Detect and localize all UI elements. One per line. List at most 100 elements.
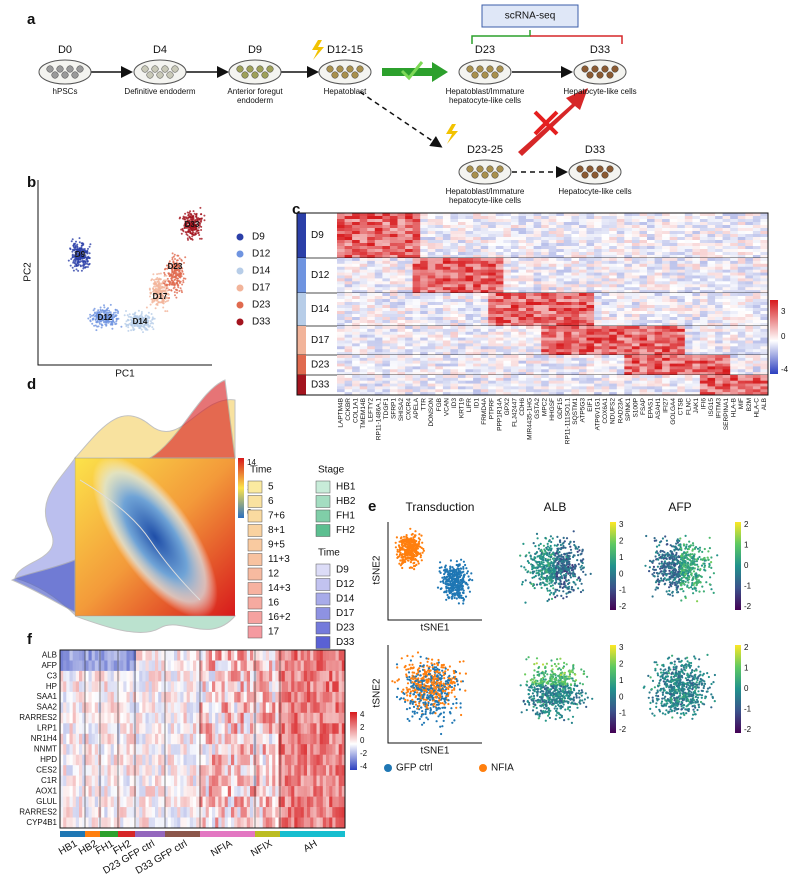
pc-point bbox=[151, 316, 154, 319]
heatmap-cell bbox=[427, 263, 436, 267]
heatmap-cell bbox=[412, 340, 421, 344]
cell bbox=[261, 71, 269, 79]
heatmap-cell bbox=[662, 246, 670, 250]
heatmap-cell bbox=[526, 375, 534, 379]
pc-point bbox=[172, 281, 175, 284]
heatmap-cell bbox=[359, 343, 368, 347]
heatmap-cell bbox=[586, 305, 595, 309]
heatmap-cell bbox=[412, 377, 421, 382]
heatmap-cell bbox=[730, 252, 739, 256]
heatmap-cell bbox=[352, 337, 360, 341]
heatmap-cell bbox=[730, 317, 739, 321]
heatmap-cell bbox=[563, 317, 572, 321]
heatmap-cell bbox=[465, 278, 474, 282]
pc-point bbox=[95, 315, 98, 317]
row-label: D9 bbox=[311, 230, 324, 241]
heatmap-cell bbox=[699, 296, 708, 300]
heatmap-cell bbox=[442, 386, 451, 390]
heatmap-cell bbox=[624, 225, 633, 229]
heatmap-cell bbox=[662, 346, 670, 350]
heatmap-cell bbox=[616, 334, 625, 338]
heatmap-cell bbox=[435, 258, 444, 262]
heatmap-cell bbox=[465, 377, 474, 382]
heatmap-cell bbox=[488, 334, 497, 338]
heatmap-cell bbox=[624, 231, 633, 235]
heatmap-cell bbox=[359, 340, 368, 344]
heatmap-cell bbox=[518, 216, 527, 220]
heatmap-cell bbox=[465, 380, 474, 384]
heatmap-cell bbox=[526, 278, 534, 282]
heatmap-cell bbox=[616, 326, 625, 330]
heatmap-cell bbox=[647, 326, 655, 330]
heatmap-cell bbox=[692, 340, 701, 344]
pc-point bbox=[109, 313, 112, 316]
heatmap-cell bbox=[526, 355, 534, 359]
heatmap-cell bbox=[442, 228, 451, 232]
heatmap-cell bbox=[427, 243, 436, 247]
heatmap-cell bbox=[563, 234, 572, 238]
heatmap-cell bbox=[526, 320, 534, 324]
heatmap-cell bbox=[586, 278, 595, 282]
heatmap-cell bbox=[412, 299, 421, 303]
heatmap-cell bbox=[624, 228, 633, 232]
heatmap-cell bbox=[541, 287, 550, 291]
heatmap-cell bbox=[465, 383, 474, 387]
heatmap-cell bbox=[495, 216, 504, 220]
heatmap-cell bbox=[367, 216, 376, 220]
heatmap-cell bbox=[442, 234, 451, 238]
heatmap-cell bbox=[495, 311, 504, 315]
heatmap-cell bbox=[420, 219, 429, 223]
heatmap-cell bbox=[707, 320, 716, 324]
heatmap-cell bbox=[359, 360, 368, 364]
heatmap-cell bbox=[533, 349, 542, 353]
heatmap-cell bbox=[699, 225, 708, 229]
heatmap-cell bbox=[503, 366, 512, 370]
heatmap-cell bbox=[548, 355, 557, 359]
heatmap-cell bbox=[488, 311, 497, 315]
heatmap-cell bbox=[374, 234, 383, 238]
heatmap-cell bbox=[503, 296, 512, 300]
heatmap-cell bbox=[571, 340, 580, 344]
heatmap-cell bbox=[563, 219, 572, 223]
heatmap-cell bbox=[473, 272, 481, 276]
heatmap-cell bbox=[352, 281, 360, 285]
heatmap-cell bbox=[442, 357, 451, 362]
heatmap-cell bbox=[699, 380, 708, 384]
heatmap-cell bbox=[518, 225, 527, 229]
heatmap-cell bbox=[458, 311, 466, 315]
heatmap-cell bbox=[450, 281, 459, 285]
heatmap-cell bbox=[503, 231, 512, 235]
heatmap-cell bbox=[745, 355, 754, 359]
pc-point bbox=[154, 281, 157, 284]
heatmap-cell bbox=[344, 357, 353, 362]
heatmap-cell bbox=[616, 389, 625, 393]
cell bbox=[256, 65, 264, 73]
pc-point bbox=[98, 321, 101, 324]
heatmap-cell bbox=[760, 375, 769, 379]
pc-point bbox=[79, 251, 82, 253]
heatmap-cell bbox=[662, 355, 670, 359]
heatmap-cell bbox=[367, 278, 376, 282]
heatmap-cell bbox=[420, 222, 429, 226]
heatmap-cell bbox=[397, 331, 406, 335]
heatmap-cell bbox=[374, 349, 383, 353]
heatmap-cell bbox=[669, 260, 678, 265]
heatmap-cell bbox=[510, 263, 519, 267]
heatmap-cell bbox=[458, 377, 466, 382]
heatmap-cell bbox=[677, 287, 686, 291]
heatmap-cell bbox=[442, 284, 451, 288]
heatmap-cell bbox=[526, 389, 534, 393]
heatmap-cell bbox=[382, 334, 391, 338]
heatmap-cell bbox=[594, 340, 602, 344]
heatmap-cell bbox=[594, 337, 602, 341]
heatmap-cell bbox=[480, 237, 489, 241]
heatmap-cell bbox=[715, 320, 723, 324]
cell bbox=[71, 71, 79, 79]
heatmap-cell bbox=[548, 346, 557, 350]
pc-point bbox=[177, 268, 180, 271]
heatmap-cell bbox=[563, 275, 572, 279]
heatmap-cell bbox=[654, 386, 663, 390]
heatmap-cell bbox=[601, 272, 610, 276]
heatmap-cell bbox=[654, 299, 663, 303]
heatmap-cell bbox=[495, 281, 504, 285]
